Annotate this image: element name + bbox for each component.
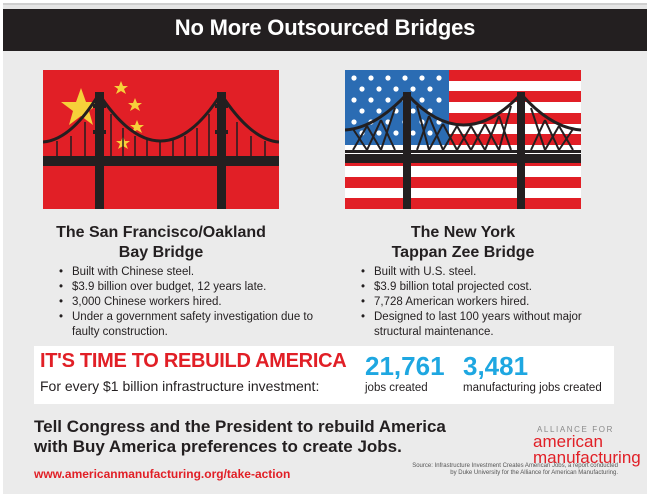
us-bridge-illustration <box>345 70 581 209</box>
tappan-zee-title-line1: The New York <box>410 224 516 241</box>
title-bar: No More Outsourced Bridges <box>3 5 647 51</box>
jobs-created-label: jobs created <box>365 382 428 394</box>
list-item: Designed to last 100 years without major… <box>361 310 616 340</box>
rebuild-headline: IT'S TIME TO REBUILD AMERICA <box>40 350 347 372</box>
source-line1: Source: Infrastructure Investment Create… <box>412 463 618 469</box>
list-item: $3.9 billion total projected cost. <box>361 280 616 295</box>
call-to-action: Tell Congress and the President to rebui… <box>34 417 454 457</box>
jobs-created-value: 21,761 <box>365 351 445 381</box>
rebuild-banner: IT'S TIME TO REBUILD AMERICA For every $… <box>34 346 614 404</box>
us-flag-icon <box>345 70 581 209</box>
investment-subtext: For every $1 billion infrastructure inve… <box>40 378 320 394</box>
list-item: $3.9 billion over budget, 12 years late. <box>59 280 314 295</box>
tappan-zee-title-line2: Tappan Zee Bridge <box>391 244 535 261</box>
cable-stayed-bridge-icon <box>345 92 581 209</box>
bay-bridge-title: The San Francisco/Oakland Bay Bridge <box>36 223 286 263</box>
logo-small-text: ALLIANCE FOR <box>537 425 614 434</box>
manufacturing-jobs-value: 3,481 <box>463 351 529 381</box>
cta-line1: Tell Congress and the President to rebui… <box>34 417 446 436</box>
bay-bridge-title-line1: The San Francisco/Oakland <box>56 224 266 241</box>
take-action-link[interactable]: www.americanmanufacturing.org/take-actio… <box>34 467 291 481</box>
list-item: Built with U.S. steel. <box>361 265 616 280</box>
source-line2: by Duke University for the Alliance for … <box>450 470 618 476</box>
china-bridge-illustration <box>43 70 279 209</box>
list-item: Under a government safety investigation … <box>59 310 314 340</box>
china-flag-icon <box>43 70 279 209</box>
manufacturing-jobs-label: manufacturing jobs created <box>463 382 602 394</box>
suspension-bridge-icon <box>43 92 279 209</box>
tappan-zee-title: The New York Tappan Zee Bridge <box>338 223 588 263</box>
alliance-logo: ALLIANCE FOR american manufacturing <box>503 425 641 467</box>
page-title: No More Outsourced Bridges <box>174 15 476 40</box>
cta-line2: with Buy America preferences to create J… <box>34 437 402 456</box>
logo-line2: manufacturing <box>533 448 641 467</box>
bay-bridge-title-line2: Bay Bridge <box>118 244 204 261</box>
list-item: Built with Chinese steel. <box>59 265 314 280</box>
bay-bridge-facts: Built with Chinese steel. $3.9 billion o… <box>59 265 314 340</box>
list-item: 7,728 American workers hired. <box>361 295 616 310</box>
logo-line1: american <box>533 432 603 451</box>
tappan-zee-facts: Built with U.S. steel. $3.9 billion tota… <box>361 265 616 340</box>
list-item: 3,000 Chinese workers hired. <box>59 295 314 310</box>
source-note: Source: Infrastructure Investment Create… <box>398 463 618 477</box>
infographic: No More Outsourced Bridges <box>3 3 647 494</box>
